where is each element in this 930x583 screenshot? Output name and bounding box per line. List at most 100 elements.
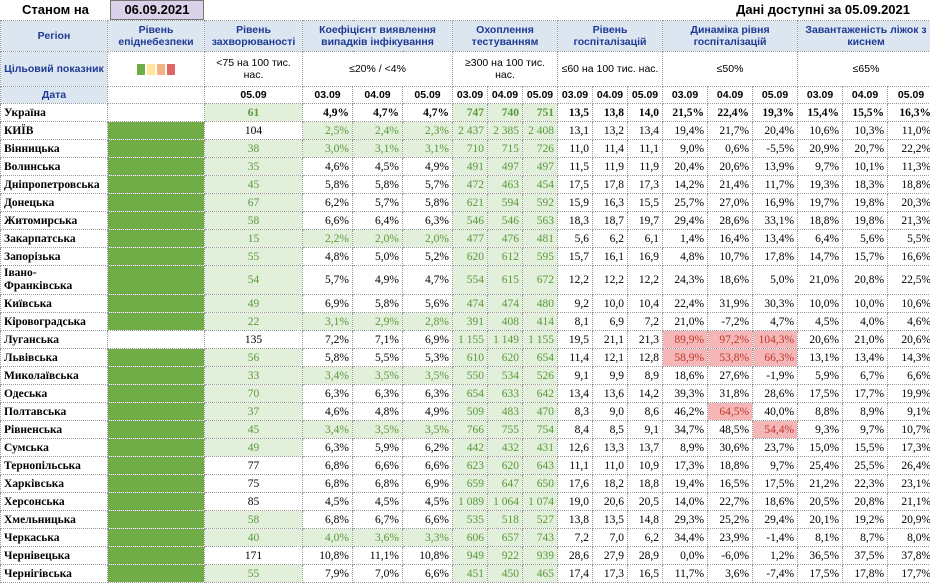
testing-value: 497: [523, 158, 558, 176]
oxygen-beds-value: 17,5%: [798, 565, 843, 583]
infection-rate-value: 3,3%: [403, 529, 453, 547]
oxygen-beds-value: 17,8%: [843, 565, 888, 583]
testing-value: 654: [453, 385, 488, 403]
hosp-rate-value: 17,4: [558, 565, 593, 583]
hosp-dynamics-value: 29,3%: [663, 511, 708, 529]
testing-value: 743: [523, 529, 558, 547]
infection-rate-value: 4,5%: [353, 493, 403, 511]
infection-rate-value: 10,8%: [403, 547, 453, 565]
hosp-dynamics-value: 20,4%: [663, 158, 708, 176]
oxygen-beds-value: 4,0%: [843, 313, 888, 331]
target-label: Цільовий показник: [1, 52, 108, 87]
incidence-value: 104: [205, 122, 303, 140]
testing-value: 1 155: [523, 331, 558, 349]
incidence-value: 54: [205, 266, 303, 295]
infection-rate-value: 7,0%: [353, 565, 403, 583]
testing-value: 657: [488, 529, 523, 547]
oxygen-beds-value: 19,8%: [843, 194, 888, 212]
infection-rate-value: 5,6%: [403, 295, 453, 313]
hosp-dynamics-value: 13,9%: [753, 158, 798, 176]
testing-value: 610: [453, 349, 488, 367]
infection-rate-value: 6,8%: [303, 475, 353, 493]
hosp-rate-value: 9,0: [593, 403, 628, 421]
hosp-rate-value: 13,8: [593, 104, 628, 122]
hosp-dynamics-value: 53,8%: [708, 349, 753, 367]
hosp-dynamics-value: 27,0%: [708, 194, 753, 212]
hosp-rate-value: 9,9: [593, 367, 628, 385]
hosp-rate-value: 10,9: [628, 457, 663, 475]
hosp-dynamics-value: 9,0%: [663, 140, 708, 158]
infection-rate-value: 3,4%: [303, 367, 353, 385]
hosp-rate-value: 12,8: [628, 349, 663, 367]
testing-value: 480: [523, 295, 558, 313]
infection-rate-value: 11,1%: [353, 547, 403, 565]
testing-value: 454: [523, 176, 558, 194]
hosp-dynamics-value: 21,0%: [663, 313, 708, 331]
hosp-dynamics-value: 14,0%: [663, 493, 708, 511]
testing-value: 754: [523, 421, 558, 439]
infection-rate-value: 5,2%: [403, 248, 453, 266]
infection-rate-value: 4,6%: [303, 158, 353, 176]
hosp-rate-value: 7,2: [628, 313, 663, 331]
testing-value: 414: [523, 313, 558, 331]
region-name: Миколаївська: [1, 367, 108, 385]
oxygen-beds-value: 21,0%: [798, 266, 843, 295]
hosp-rate-value: 8,9: [628, 367, 663, 385]
date-cell: 03.09: [303, 87, 353, 104]
infection-rate-value: 4,6%: [303, 403, 353, 421]
hosp-dynamics-value: 22,7%: [708, 493, 753, 511]
danger-level-cell: [108, 158, 205, 176]
danger-level-cell: [108, 367, 205, 385]
hosp-rate-value: 28,9: [628, 547, 663, 565]
oxygen-beds-value: 22,3%: [843, 475, 888, 493]
hosp-dynamics-value: 24,3%: [663, 266, 708, 295]
incidence-value: 75: [205, 475, 303, 493]
testing-value: 432: [488, 439, 523, 457]
hosp-rate-value: 17,5: [558, 176, 593, 194]
oxygen-beds-value: 10,6%: [888, 295, 930, 313]
infection-rate-value: 2,2%: [303, 230, 353, 248]
target-incidence: <75 на 100 тис. нас.: [205, 52, 303, 87]
testing-value: 755: [488, 421, 523, 439]
oxygen-beds-value: 25,4%: [798, 457, 843, 475]
testing-value: 518: [488, 511, 523, 529]
oxygen-beds-value: 20,5%: [798, 493, 843, 511]
danger-level-cell: [108, 475, 205, 493]
oxygen-beds-value: 20,9%: [798, 140, 843, 158]
hosp-rate-value: 8,6: [628, 403, 663, 421]
hosp-dynamics-value: 39,3%: [663, 385, 708, 403]
infection-rate-value: 5,8%: [353, 176, 403, 194]
testing-value: 477: [453, 230, 488, 248]
incidence-value: 22: [205, 313, 303, 331]
report-header: Станом на 06.09.2021 Дані доступні за 05…: [0, 0, 930, 20]
hosp-rate-value: 6,2: [628, 529, 663, 547]
hosp-rate-value: 18,7: [593, 212, 628, 230]
oxygen-beds-value: 6,7%: [843, 367, 888, 385]
infection-rate-value: 4,0%: [303, 529, 353, 547]
region-name: Чернівецька: [1, 547, 108, 565]
infection-rate-value: 2,3%: [403, 122, 453, 140]
oxygen-beds-value: 20,6%: [798, 331, 843, 349]
danger-level-cell: [108, 313, 205, 331]
hosp-dynamics-value: 16,5%: [708, 475, 753, 493]
oxygen-beds-value: 10,3%: [843, 122, 888, 140]
date-incidence: 05.09: [205, 87, 303, 104]
region-name: Полтавська: [1, 403, 108, 421]
date-cell: 05.09: [888, 87, 930, 104]
testing-value: 470: [523, 403, 558, 421]
danger-level-cell: [108, 122, 205, 140]
hosp-rate-value: 11,9: [628, 158, 663, 176]
hosp-dynamics-value: 28,6%: [708, 212, 753, 230]
infection-rate-value: 6,6%: [303, 212, 353, 230]
oxygen-beds-value: 4,6%: [888, 313, 930, 331]
oxygen-beds-value: 15,5%: [843, 104, 888, 122]
infection-rate-value: 3,5%: [353, 421, 403, 439]
hosp-dynamics-value: 29,4%: [663, 212, 708, 230]
testing-value: 472: [453, 176, 488, 194]
